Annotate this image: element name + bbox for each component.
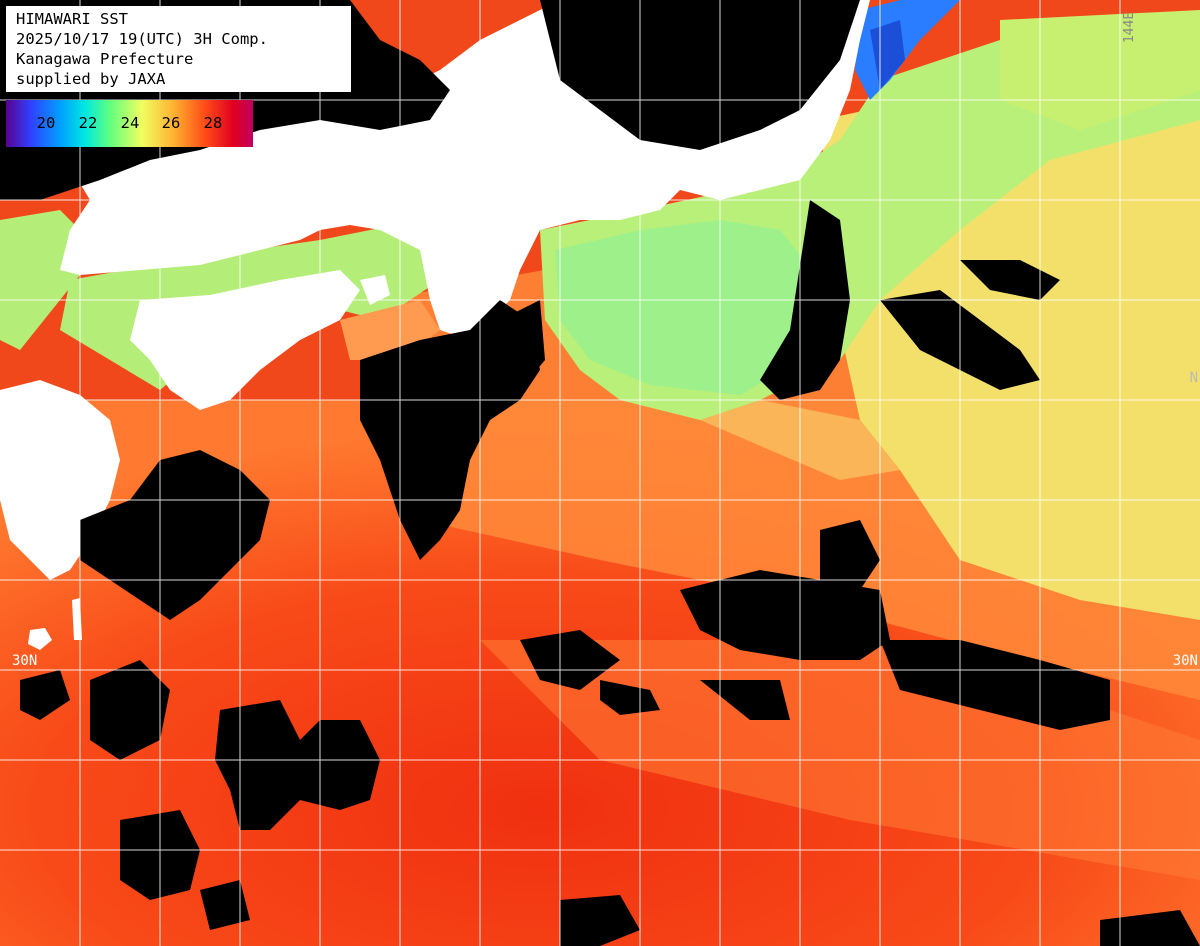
cloud-mid-2 [880, 640, 1110, 730]
land-island-tanega [28, 628, 52, 650]
cloud-west-1 [80, 450, 270, 620]
map-credit: supplied by JAXA [16, 70, 166, 88]
cloud-southwest-1 [215, 700, 380, 830]
lat-label-30n-right: 30N [1172, 653, 1198, 669]
ocean-cold-boso2 [870, 20, 905, 90]
legend-tick: 28 [203, 114, 223, 132]
temperature-legend: 20 22 24 26 28 [6, 100, 253, 147]
map-datetime: 2025/10/17 19(UTC) 3H Comp. [16, 30, 268, 48]
cloud-west-3 [20, 670, 70, 720]
cloud-mid-5 [700, 680, 790, 720]
land-shikoku [130, 270, 360, 410]
legend-tick: 26 [161, 114, 181, 132]
lat-label-30n-left: 30N [12, 653, 38, 669]
map-info-box: HIMAWARI SST 2025/10/17 19(UTC) 3H Comp.… [6, 6, 351, 92]
cloud-north [540, 0, 860, 150]
lon-label-144e: 144E [1122, 11, 1138, 44]
cloud-mid-6 [820, 520, 880, 590]
legend-colorbar [6, 100, 253, 147]
cloud-south-1 [560, 895, 640, 946]
lat-label-right-upper: N [1189, 370, 1198, 386]
cloud-southwest-3 [200, 880, 250, 930]
cloud-south-2 [1100, 910, 1200, 946]
cloud-west-2 [90, 660, 170, 760]
legend-tick: 22 [78, 114, 98, 132]
legend-tick: 20 [36, 114, 56, 132]
cloud-center-2 [480, 300, 545, 390]
cloud-mid-1 [680, 570, 890, 660]
cloud-mid-4 [600, 680, 660, 715]
legend-ticks: 20 22 24 26 28 [6, 114, 253, 134]
cloud-east-3 [960, 260, 1060, 300]
map-title: HIMAWARI SST [16, 10, 128, 28]
legend-tick: 24 [120, 114, 140, 132]
map-agency: Kanagawa Prefecture [16, 50, 194, 68]
ocean-green-bay [555, 220, 820, 395]
cloud-mid-3 [520, 630, 620, 690]
land-awaji [360, 275, 390, 305]
